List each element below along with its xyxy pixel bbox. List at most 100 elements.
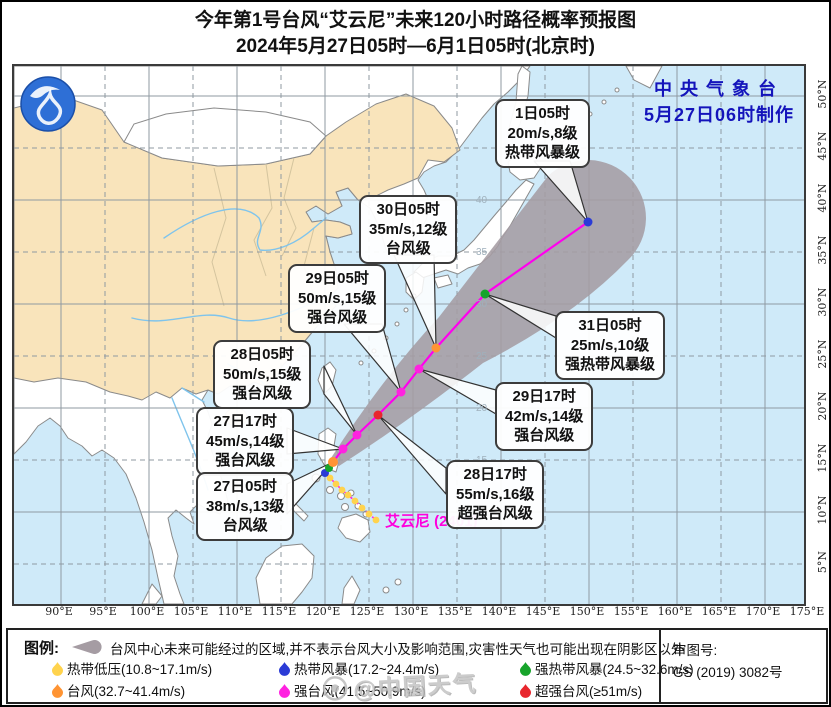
legend-entry: 超强台风(≥51m/s): [520, 680, 642, 700]
cma-logo: [20, 76, 76, 132]
lon-tick-label: 90°E: [45, 605, 73, 618]
lon-tick-label: 145°E: [525, 605, 561, 618]
lon-tick-label: 110°E: [217, 605, 253, 618]
callout-time: 28日05时: [230, 346, 294, 363]
forecast-point-28d17: [373, 410, 383, 420]
legend-entry: 热带风暴(17.2~24.4m/s): [279, 658, 439, 678]
lat-tick-label: 20°N: [816, 391, 829, 421]
legend: 图例: 台风中心未来可能经过的区域,并不表示台风大小及影响范围,灾害性天气也可能…: [6, 628, 828, 704]
graticule: [14, 66, 804, 604]
callout-level: 强台风级: [232, 385, 293, 402]
forecast-point-30d05: [431, 343, 441, 353]
lon-tick-label: 160°E: [657, 605, 693, 618]
agency-name: 中央气象台: [653, 79, 784, 99]
legend-entry-label: 强热带风暴(24.5~32.6m/s): [535, 662, 694, 677]
lon-tick-label: 105°E: [173, 605, 209, 618]
intensity-droplet-icon: [520, 684, 531, 698]
lat-tick-label: 15°N: [816, 443, 829, 473]
current-position-point: [328, 457, 338, 467]
intensity-droplet-icon: [520, 662, 531, 676]
lon-tick-label: 130°E: [393, 605, 429, 618]
callout-time: 29日17时: [512, 388, 576, 405]
callout-level: 强热带风暴级: [565, 356, 656, 373]
callout-time: 27日17时: [213, 413, 277, 430]
issued-time: 5月27日06时制作: [643, 105, 794, 125]
legend-entry-label: 热带风暴(17.2~24.4m/s): [294, 662, 440, 677]
cone-legend-icon: [72, 640, 102, 654]
legend-entry-label: 台风(32.7~41.4m/s): [67, 684, 186, 699]
lon-tick-label: 155°E: [613, 605, 649, 618]
lat-tick-label: 40°N: [816, 183, 829, 213]
legend-entry: 台风(32.7~41.4m/s): [52, 680, 185, 700]
lat-tick-label: 25°N: [816, 339, 829, 369]
callout-2917-17h: 29日17时 42m/s,14级 强台风级: [495, 382, 594, 451]
forecast-point-27d17: [338, 444, 348, 454]
legend-entry-label: 强台风(41.5~50.9m/s): [294, 684, 426, 699]
callout-intensity: 20m/s,8级: [507, 124, 578, 142]
callout-2705-05h: 27日05时 38m/s,13级 台风级: [196, 472, 295, 541]
forecast-point-29d05: [396, 387, 406, 397]
legend-entry: 强热带风暴(24.5~32.6m/s): [520, 658, 694, 678]
legend-cone-note: 台风中心未来可能经过的区域,并不表示台风大小及影响范围,灾害性天气也可能出现在阴…: [110, 642, 685, 657]
lat-tick-label: 35°N: [816, 235, 829, 265]
callout-time: 28日17时: [463, 466, 527, 483]
legend-entry: 热带低压(10.8~17.1m/s): [52, 658, 212, 678]
callout-2805-05h: 28日05时 50m/s,15级 强台风级: [213, 340, 312, 409]
callout-intensity: 45m/s,14级: [206, 432, 285, 450]
callout-intensity: 42m/s,14级: [505, 407, 584, 425]
inland-lat-number: 35: [476, 247, 488, 258]
inland-lat-number: 25: [476, 351, 488, 362]
forecast-point-29d17: [414, 364, 424, 374]
callout-2905-05h: 29日05时 50m/s,15级 强台风级: [288, 264, 387, 333]
callout-0601-05h: 1日05时 20m/s,8级 热带风暴级: [495, 99, 591, 168]
southeast-islands: [141, 543, 402, 604]
legend-entry-label: 热带低压(10.8~17.1m/s): [67, 662, 213, 677]
legend-entry: 强台风(41.5~50.9m/s): [279, 680, 426, 700]
mongolia-landmass: [123, 107, 327, 167]
lon-tick-label: 135°E: [437, 605, 473, 618]
forecast-point-28d05: [352, 430, 362, 440]
lon-tick-label: 115°E: [261, 605, 297, 618]
inland-lat-number: 30: [476, 299, 488, 310]
past-track: [321, 461, 380, 524]
agency-credit: 中央气象台 5月27日06时制作: [644, 76, 794, 128]
callout-level: 台风级: [222, 517, 268, 534]
intensity-droplet-icon: [52, 684, 63, 698]
callout-level: 热带风暴级: [505, 144, 581, 161]
page-title: 今年第1号台风“艾云尼”未来120小时路径概率预报图: [194, 10, 637, 31]
intensity-droplet-icon: [52, 662, 63, 676]
callout-level: 强台风级: [215, 452, 276, 469]
forecast-point-31d05: [480, 289, 490, 299]
lat-tick-label: 10°N: [816, 495, 829, 525]
lon-tick-label: 175°E: [789, 605, 825, 618]
callout-level: 强台风级: [307, 309, 368, 326]
lon-tick-label: 120°E: [305, 605, 341, 618]
lon-tick-label: 140°E: [481, 605, 517, 618]
lat-tick-label: 5°N: [816, 550, 829, 574]
approval-number: GS (2019) 3082号: [673, 665, 783, 680]
map-canvas: [14, 66, 804, 604]
lat-tick-label: 30°N: [816, 287, 829, 317]
inland-lat-number: 40: [476, 195, 488, 206]
approval-label: 审图号:: [673, 643, 718, 658]
callout-intensity: 50m/s,15级: [223, 365, 302, 383]
callout-3005-05h: 30日05时 35m/s,12级 台风级: [359, 195, 458, 264]
callout-time: 29日05时: [305, 270, 369, 287]
callout-level: 台风级: [385, 240, 431, 257]
forecast-map: 中央气象台 5月27日06时制作 艾云尼 (2401) 403530252015…: [12, 64, 806, 606]
lon-tick-label: 95°E: [89, 605, 117, 618]
lon-tick-label: 165°E: [701, 605, 737, 618]
intensity-droplet-icon: [279, 662, 290, 676]
inland-lat-number: 20: [476, 403, 488, 414]
lon-tick-label: 170°E: [745, 605, 781, 618]
callout-intensity: 25m/s,10级: [570, 336, 650, 354]
lat-tick-label: 50°N: [816, 79, 829, 109]
page-subtitle: 2024年5月27日05时—6月1日05时(北京时): [235, 36, 596, 57]
callout-intensity: 35m/s,12级: [369, 220, 448, 238]
callout-time: 30日05时: [376, 201, 440, 218]
callout-time: 1日05时: [514, 105, 571, 122]
forecast-point-01d05: [583, 217, 593, 227]
callout-intensity: 38m/s,13级: [206, 497, 285, 515]
lon-tick-label: 150°E: [569, 605, 605, 618]
